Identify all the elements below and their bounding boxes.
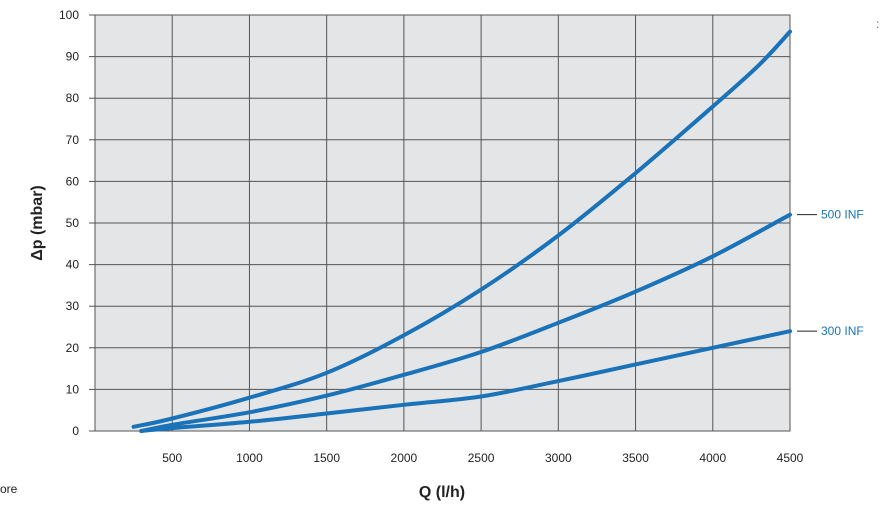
- x-axis-title: Q (l/h): [419, 484, 465, 501]
- x-tick-label: 1000: [236, 451, 263, 465]
- curve-series-1: [131, 29, 792, 429]
- x-tick-label: 4000: [699, 451, 726, 465]
- curve-series-3: [139, 329, 792, 433]
- y-tick-label: 0: [72, 424, 79, 438]
- y-tick-label: 50: [66, 216, 80, 230]
- x-tick-label: 4500: [777, 451, 804, 465]
- x-tick-label: 3500: [622, 451, 649, 465]
- y-tick-label: 30: [66, 299, 80, 313]
- y-tick-label: 60: [66, 174, 80, 188]
- series-labels: 500 INF 300 INF: [797, 208, 864, 338]
- y-axis-ticks: 0 10 20 30 40 50 60 70 80 90 100: [59, 8, 95, 438]
- y-tick-label: 10: [66, 382, 80, 396]
- y-tick-label: 40: [66, 258, 80, 272]
- y-tick-label: 90: [66, 50, 80, 64]
- x-tick-label: 3000: [545, 451, 572, 465]
- x-tick-label: 2500: [468, 451, 495, 465]
- y-tick-label: 80: [66, 91, 80, 105]
- x-axis-ticks: 500 1000 1500 2000 2500 3000 3500 4000 4500: [162, 451, 803, 465]
- y-tick-label: 70: [66, 133, 80, 147]
- corner-note: ore: [0, 482, 18, 496]
- y-axis-title: Δp (mbar): [29, 185, 46, 261]
- series-label: 500 INF: [821, 208, 864, 222]
- curve-series-2: [139, 212, 792, 433]
- y-tick-label: 20: [66, 341, 80, 355]
- x-tick-label: 500: [162, 451, 182, 465]
- corner-mark: :: [876, 17, 880, 31]
- y-tick-label: 100: [59, 8, 79, 22]
- x-tick-label: 1500: [313, 451, 340, 465]
- series-label: 300 INF: [821, 324, 864, 338]
- x-tick-label: 2000: [391, 451, 418, 465]
- curves: [131, 29, 792, 433]
